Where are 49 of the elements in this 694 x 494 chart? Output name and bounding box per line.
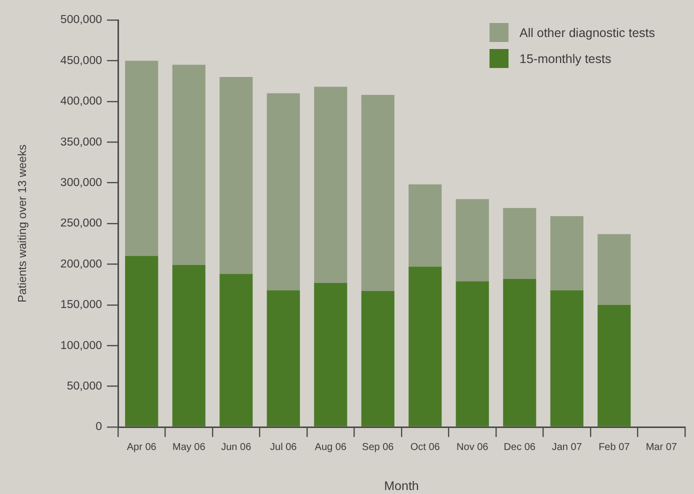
bar	[598, 304, 631, 426]
y-tick-label: 250,000	[60, 218, 102, 230]
x-tick-label: Sep 06	[362, 442, 394, 453]
y-tick-label: 200,000	[60, 258, 102, 270]
bar	[172, 265, 206, 426]
y-tick-label: 350,000	[60, 136, 102, 148]
x-tick-label: Dec 06	[504, 442, 536, 453]
x-tick-label: Jan 07	[552, 442, 582, 453]
bar	[125, 60, 158, 256]
x-tick-label: Feb 07	[598, 442, 630, 453]
bar	[408, 184, 442, 267]
x-tick-label: Oct 06	[410, 442, 440, 453]
y-tick-label: 0	[96, 421, 102, 434]
bar	[598, 234, 631, 305]
x-tick-label: Nov 06	[456, 442, 489, 453]
bar	[361, 94, 394, 292]
y-tick-label: 150,000	[60, 299, 102, 312]
bar	[456, 199, 489, 282]
y-tick-label: 100,000	[60, 340, 102, 352]
bar	[172, 64, 206, 266]
bar	[550, 290, 584, 426]
bar	[266, 93, 300, 290]
legend-label: All other diagnostic tests	[520, 26, 656, 40]
bar	[550, 216, 584, 290]
y-tick-label: 50,000	[66, 380, 102, 392]
bar	[503, 208, 536, 279]
legend-label: 15-monthly tests	[520, 52, 612, 66]
bar	[408, 266, 442, 426]
x-tick-label: Jun 06	[221, 442, 252, 453]
x-tick-label: Mar 07	[646, 442, 678, 453]
bar	[220, 274, 253, 426]
x-tick-label: Apr 06	[126, 442, 157, 453]
y-tick-label: 400,000	[60, 96, 102, 108]
bar	[314, 282, 348, 426]
bar	[266, 290, 300, 426]
bar	[503, 278, 536, 426]
x-tick-label: Jul 06	[270, 442, 298, 453]
bar	[125, 256, 158, 426]
x-tick-label: May 06	[172, 442, 206, 453]
y-axis-title: Patients waiting over 13 weeks	[17, 144, 30, 302]
bar	[361, 291, 394, 426]
x-axis-title: Month	[384, 478, 419, 493]
bar	[314, 86, 348, 283]
bar	[220, 76, 253, 274]
y-tick-label: 500,000	[60, 14, 102, 26]
x-tick-label: Aug 06	[314, 442, 347, 453]
bar	[456, 281, 489, 426]
y-tick-label: 300,000	[60, 176, 102, 189]
y-tick-label: 450,000	[60, 54, 102, 67]
